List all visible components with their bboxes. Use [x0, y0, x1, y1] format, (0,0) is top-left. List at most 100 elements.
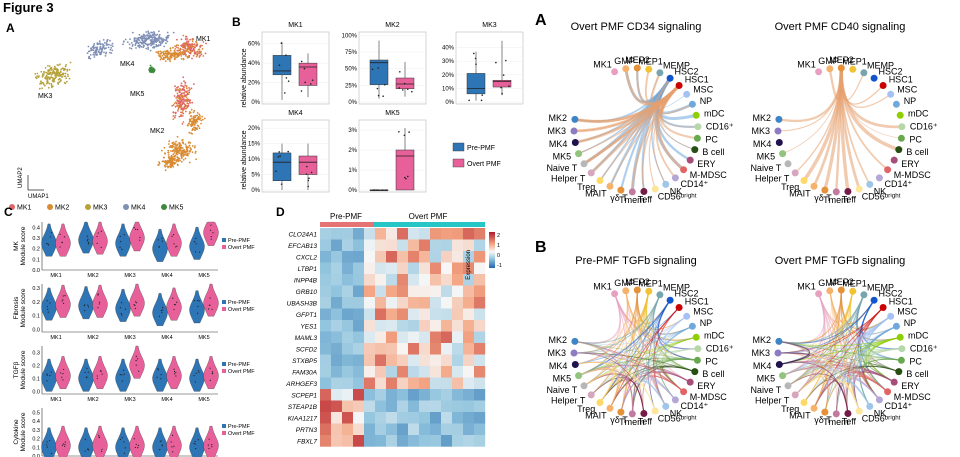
umap-point [166, 58, 169, 61]
umap-point [157, 52, 160, 55]
umap-point [204, 52, 207, 55]
heatmap-cell [430, 423, 442, 436]
chord-node [837, 286, 845, 294]
violin-point [87, 241, 89, 244]
heatmap-cell [452, 354, 464, 367]
heatmap-cell [364, 423, 376, 436]
chord-node-label: CD56ᵇʳⁱᵍʰᵗ [862, 192, 901, 202]
violin-point [86, 240, 88, 242]
violin-legend-pre: Pre-PMF [228, 238, 251, 244]
violin-point [211, 308, 213, 310]
umap-point [169, 159, 172, 162]
heatmap-cell [419, 389, 431, 401]
umap-point [175, 146, 177, 149]
umap-point [173, 49, 176, 52]
umap-point [176, 86, 178, 89]
violin-point [100, 370, 102, 373]
heatmap-cell [408, 366, 420, 378]
chord-node [688, 100, 696, 108]
box-tick-label: 60% [248, 42, 261, 48]
violin-point [120, 313, 122, 315]
umap-point [130, 47, 133, 50]
violin-point [49, 439, 51, 442]
umap-point [56, 64, 59, 66]
umap-point [200, 122, 203, 125]
chord-node-label: Naive T [750, 163, 781, 173]
umap-point [111, 42, 114, 45]
umap-point [199, 46, 202, 48]
umap-point [96, 43, 99, 46]
heatmap-cell [331, 343, 343, 355]
umap-point [175, 44, 178, 46]
chord-node [810, 404, 818, 412]
heatmap-cell [342, 228, 354, 240]
umap-point [58, 81, 61, 83]
chord-node [779, 150, 787, 158]
umap-point [161, 149, 163, 152]
chord-edge [777, 341, 810, 354]
umap-point [153, 45, 155, 48]
heatmap-cell [320, 274, 332, 286]
umap-point [194, 145, 196, 147]
heatmap-cell [408, 423, 420, 436]
umap-point [172, 115, 175, 117]
heatmap-cell [386, 320, 398, 332]
umap-point [103, 41, 106, 44]
violin-point [49, 374, 51, 377]
umap-point [173, 152, 176, 154]
umap-point [158, 41, 161, 44]
heatmap-cell [353, 285, 365, 298]
umap-point [168, 140, 171, 143]
heatmap-cell [463, 423, 475, 436]
violin-point [198, 300, 200, 302]
umap-point [196, 128, 198, 131]
violin-point [198, 251, 201, 253]
umap-point [148, 37, 151, 40]
umap-point [54, 77, 56, 80]
umap-point [65, 77, 68, 80]
chord-node-label: MK4 [753, 361, 772, 371]
chord-title: Pre-PMF TGFb signaling [575, 255, 696, 267]
umap-point [185, 96, 188, 99]
heatmap-cell [408, 228, 420, 240]
umap-point [178, 53, 180, 55]
chord-node [898, 123, 906, 131]
heatmap-cell [397, 377, 409, 390]
heatmap-cell [320, 262, 332, 275]
box-pre [272, 152, 292, 181]
umap-point [101, 43, 104, 45]
chord-node [571, 337, 579, 345]
heatmap-cell [331, 251, 343, 263]
violin-point [198, 371, 200, 373]
umap-point [188, 144, 191, 147]
heatmap-cell [331, 228, 343, 240]
heatmap-cell [463, 343, 475, 355]
box-tick-label: 10% [248, 157, 261, 163]
umap-point [176, 143, 179, 146]
chord-node-label: MK4 [753, 139, 772, 149]
heatmap-cell [430, 377, 442, 390]
violin-point [137, 444, 139, 447]
box-point [285, 77, 288, 79]
umap-point [38, 75, 40, 77]
violin-tick-label: 0.0 [32, 268, 40, 274]
box-chart-title: MK5 [385, 110, 400, 117]
umap-point [194, 152, 197, 154]
violin-point [161, 312, 163, 314]
umap-point [42, 83, 45, 86]
violin-point [158, 246, 160, 248]
umap-point [159, 50, 162, 53]
umap-point [176, 92, 179, 95]
chord-node [849, 287, 857, 295]
umap-point [178, 49, 181, 52]
umap-point [138, 33, 141, 36]
violin-point [135, 355, 137, 357]
heatmap-cell [430, 285, 442, 298]
chord-node-label: HSC2 [675, 289, 699, 299]
violin-point [172, 233, 175, 236]
heatmap-cell [463, 412, 475, 424]
chord-node [587, 391, 595, 399]
